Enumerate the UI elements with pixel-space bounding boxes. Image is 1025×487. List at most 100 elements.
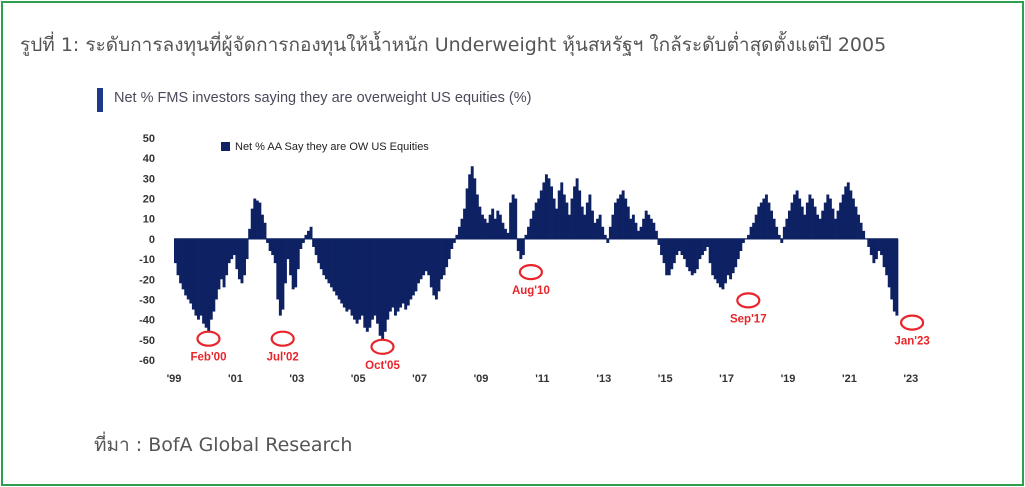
bar (772, 218, 776, 239)
y-tick-label: 50 (143, 133, 155, 145)
bar (248, 228, 252, 239)
bar (877, 238, 881, 252)
bar (854, 206, 858, 239)
bar (841, 194, 845, 239)
y-tick-label: 30 (143, 173, 155, 185)
bar (672, 238, 676, 264)
bar (849, 190, 853, 239)
bar (611, 214, 615, 239)
bar (593, 222, 597, 239)
bar (470, 166, 474, 239)
bar (475, 194, 479, 239)
bar (872, 238, 876, 264)
bar (882, 238, 886, 268)
bar (301, 238, 305, 243)
bar (614, 202, 617, 239)
bar (468, 174, 472, 239)
bar (214, 238, 218, 300)
bar (834, 218, 837, 239)
bar (473, 178, 477, 239)
bar (670, 238, 674, 270)
bar (486, 222, 490, 239)
bar (493, 218, 497, 239)
annotation-label: Aug'10 (512, 285, 550, 297)
bar (631, 214, 635, 239)
bar (304, 234, 308, 239)
x-tick-label: '15 (658, 373, 673, 385)
bar (263, 222, 267, 239)
bar (289, 238, 293, 276)
bar (529, 218, 533, 239)
bar (637, 230, 640, 239)
bar (831, 208, 835, 239)
bar (713, 238, 717, 280)
bar (342, 238, 346, 308)
bar (424, 238, 428, 272)
bar (276, 238, 280, 300)
bar (757, 206, 761, 239)
bar (752, 222, 756, 239)
bar (803, 214, 807, 239)
bar (504, 228, 507, 239)
bar (250, 208, 254, 239)
bar (798, 198, 802, 239)
bar (314, 238, 318, 256)
bar (483, 218, 487, 239)
y-tick-label: -10 (139, 254, 155, 266)
bar (649, 218, 653, 239)
bar (706, 238, 710, 247)
bar (601, 226, 605, 239)
x-tick-label: '99 (167, 373, 182, 385)
bar (332, 238, 336, 292)
bar (440, 238, 443, 280)
bar (619, 194, 623, 239)
bar (245, 238, 249, 260)
bar (521, 238, 525, 256)
bar (588, 194, 592, 239)
x-tick-label: '13 (596, 373, 611, 385)
bar (383, 238, 387, 332)
bar (647, 214, 651, 239)
bar (260, 214, 264, 239)
bar (404, 238, 408, 310)
bar (869, 238, 873, 256)
title-marker (97, 88, 103, 112)
bar (240, 238, 244, 284)
bar (749, 226, 753, 239)
bar (514, 198, 518, 239)
bar (411, 238, 415, 296)
bar (457, 226, 461, 239)
bar (816, 214, 820, 239)
bar (567, 214, 571, 239)
bar (317, 238, 321, 264)
y-tick-label: -30 (139, 295, 155, 307)
bar (330, 238, 333, 288)
bar (608, 226, 612, 239)
bar (580, 206, 584, 239)
bar (767, 202, 771, 239)
bar (445, 238, 449, 268)
bar (795, 190, 799, 239)
x-tick-label: '21 (842, 373, 857, 385)
bar (790, 202, 794, 239)
bar (373, 238, 377, 316)
bar (839, 202, 843, 239)
bar (667, 238, 671, 276)
bar (787, 210, 791, 239)
bar (452, 238, 456, 243)
bar (202, 238, 206, 324)
bar (465, 188, 469, 239)
bar (222, 238, 226, 288)
bar (862, 230, 866, 239)
bar (690, 238, 694, 276)
bar (232, 238, 236, 256)
figure-caption: รูปที่ 1: ระดับการลงทุนที่ผู้จัดการกองทุ… (20, 34, 887, 56)
bar (337, 238, 341, 300)
bar (534, 202, 538, 239)
bar (818, 218, 822, 239)
bar (324, 238, 328, 280)
bar (657, 238, 661, 245)
bar (887, 238, 891, 288)
